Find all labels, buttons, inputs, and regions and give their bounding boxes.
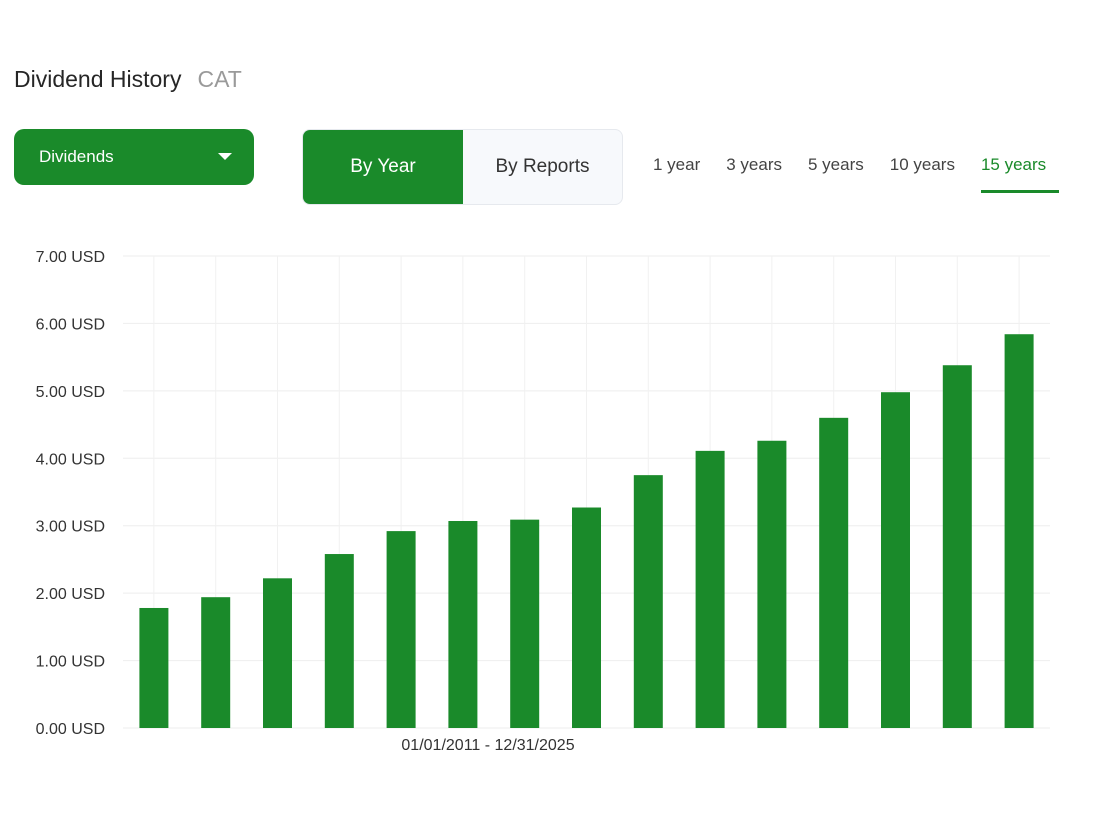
tab-10-years[interactable]: 10 years: [889, 155, 955, 174]
bar[interactable]: [1004, 334, 1034, 728]
tab-15-years[interactable]: 15 years: [968, 155, 1060, 193]
bar[interactable]: [139, 607, 169, 728]
bar[interactable]: [633, 475, 663, 728]
view-toggle: By Year By Reports: [302, 129, 623, 205]
dividend-bar-chart: 0.00 USD 1.00 USD 2.00 USD 3.00 USD 4.00 USD…: [36, 249, 1050, 754]
bar[interactable]: [386, 531, 416, 728]
metric-dropdown-label: Dividends: [39, 147, 114, 166]
y-tick-label: 0.00 USD: [36, 721, 105, 738]
bar[interactable]: [695, 450, 725, 728]
tab-1-year[interactable]: 1 year: [653, 155, 701, 174]
bar[interactable]: [757, 440, 787, 728]
y-tick-label: 6.00 USD: [36, 316, 105, 333]
bar[interactable]: [201, 597, 231, 728]
y-tick-label: 7.00 USD: [36, 249, 105, 266]
bar[interactable]: [942, 365, 972, 728]
caret-down-icon: [218, 153, 232, 160]
metric-dropdown[interactable]: Dividends: [14, 129, 254, 185]
by-reports-button[interactable]: By Reports: [495, 156, 590, 177]
tab-5-years[interactable]: 5 years: [808, 155, 864, 174]
y-tick-label: 5.00 USD: [36, 384, 105, 401]
y-tick-label: 3.00 USD: [36, 519, 105, 536]
ticker-label: CAT: [197, 66, 242, 92]
bar[interactable]: [448, 520, 478, 728]
bar[interactable]: [324, 554, 354, 728]
y-tick-label: 2.00 USD: [36, 586, 105, 603]
tab-3-years[interactable]: 3 years: [726, 155, 782, 174]
bar[interactable]: [819, 417, 849, 728]
page-title: Dividend History: [14, 66, 182, 92]
bar[interactable]: [881, 392, 910, 728]
bar[interactable]: [572, 507, 601, 728]
y-tick-label: 4.00 USD: [36, 451, 105, 468]
bar[interactable]: [263, 578, 292, 728]
by-year-button[interactable]: By Year: [303, 130, 463, 204]
page-header: Dividend History CAT: [14, 66, 242, 93]
range-tabs: 1 year 3 years 5 years 10 years 15 years: [640, 155, 1060, 193]
date-range-label: 01/01/2011 - 12/31/2025: [401, 737, 574, 754]
y-tick-label: 1.00 USD: [36, 654, 105, 671]
bar[interactable]: [510, 519, 540, 728]
